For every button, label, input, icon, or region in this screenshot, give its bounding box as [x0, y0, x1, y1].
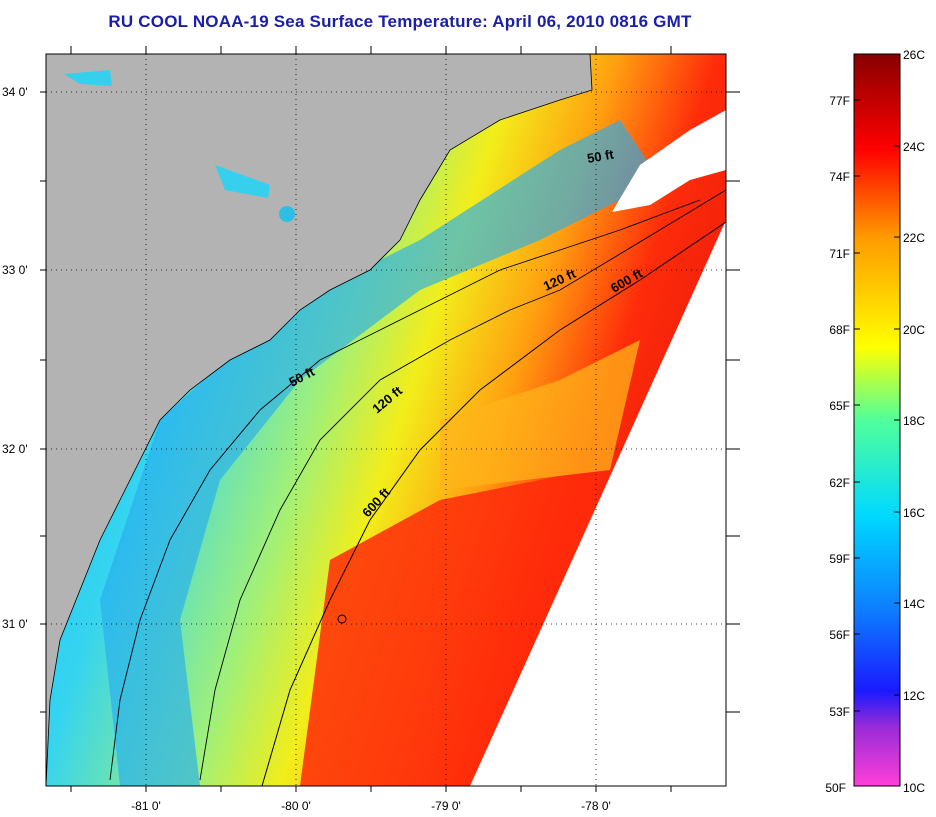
cb-label-62f: 62F: [829, 476, 850, 490]
colorbar-ticks: [854, 53, 900, 787]
cloud-patch: [612, 110, 726, 212]
cb-label-20c: 20C: [903, 323, 925, 337]
graticule: [46, 54, 726, 786]
cb-label-10c: 10C: [903, 781, 925, 795]
station-marker: [337, 614, 347, 624]
cb-label-16c: 16C: [903, 506, 925, 520]
inland-lake: [279, 206, 295, 222]
cb-label-14c: 14C: [903, 597, 925, 611]
contour-600ft: [261, 221, 726, 786]
map-frame: [45, 53, 727, 787]
cb-label-22c: 22C: [903, 231, 925, 245]
cb-label-12c: 12C: [903, 689, 925, 703]
lat-label-32: 32 0': [2, 442, 28, 456]
cb-label-59f: 59F: [829, 552, 850, 566]
cb-label-77f: 77F: [829, 94, 850, 108]
contour-120ft: [199, 189, 726, 781]
inland-lake: [64, 70, 112, 86]
cb-label-50f: 50F: [825, 781, 846, 795]
cb-label-18c: 18C: [903, 414, 925, 428]
lon-label-81: -81 0': [131, 799, 161, 813]
warm-band: [440, 340, 640, 490]
axis-ticks: [40, 46, 740, 792]
cb-label-56f: 56F: [829, 628, 850, 642]
contour-label-50ft-north: 50 ft: [586, 146, 616, 166]
inland-lake: [215, 165, 270, 198]
lon-label-80: -80 0': [281, 799, 311, 813]
cb-label-65f: 65F: [829, 399, 850, 413]
lon-label-79: -79 0': [431, 799, 461, 813]
contour-50ft: [109, 199, 701, 781]
cool-shelf-band: [100, 120, 660, 786]
land-mass: [46, 54, 593, 786]
colorbar: [853, 53, 901, 787]
cb-label-71f: 71F: [829, 247, 850, 261]
cb-label-26c: 26C: [903, 48, 925, 62]
cb-label-53f: 53F: [829, 705, 850, 719]
lat-label-31: 31 0': [2, 617, 28, 631]
no-data-area: [470, 220, 726, 786]
map-title: RU COOL NOAA-19 Sea Surface Temperature:…: [108, 12, 692, 31]
lon-label-78: -78 0': [581, 799, 611, 813]
lat-label-34: 34 0': [2, 85, 28, 99]
lat-label-33: 33 0': [2, 263, 28, 277]
cb-label-74f: 74F: [829, 170, 850, 184]
cb-label-68f: 68F: [829, 323, 850, 337]
cb-label-24c: 24C: [903, 140, 925, 154]
gulf-stream-core: [300, 470, 600, 786]
